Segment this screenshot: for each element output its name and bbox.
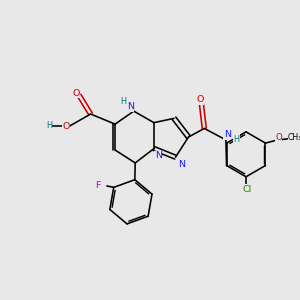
Text: O: O [196,95,204,104]
Text: N: N [155,151,162,160]
Text: N: N [178,160,185,169]
Text: O: O [275,134,282,142]
Text: H: H [120,98,126,106]
Text: N: N [127,102,134,111]
Text: F: F [95,182,101,190]
Text: H: H [234,135,240,144]
Text: O: O [73,89,80,98]
Text: CH₃: CH₃ [288,133,300,142]
Text: Cl: Cl [243,185,252,194]
Text: O: O [62,122,70,131]
Text: H: H [46,121,52,130]
Text: N: N [224,130,231,139]
